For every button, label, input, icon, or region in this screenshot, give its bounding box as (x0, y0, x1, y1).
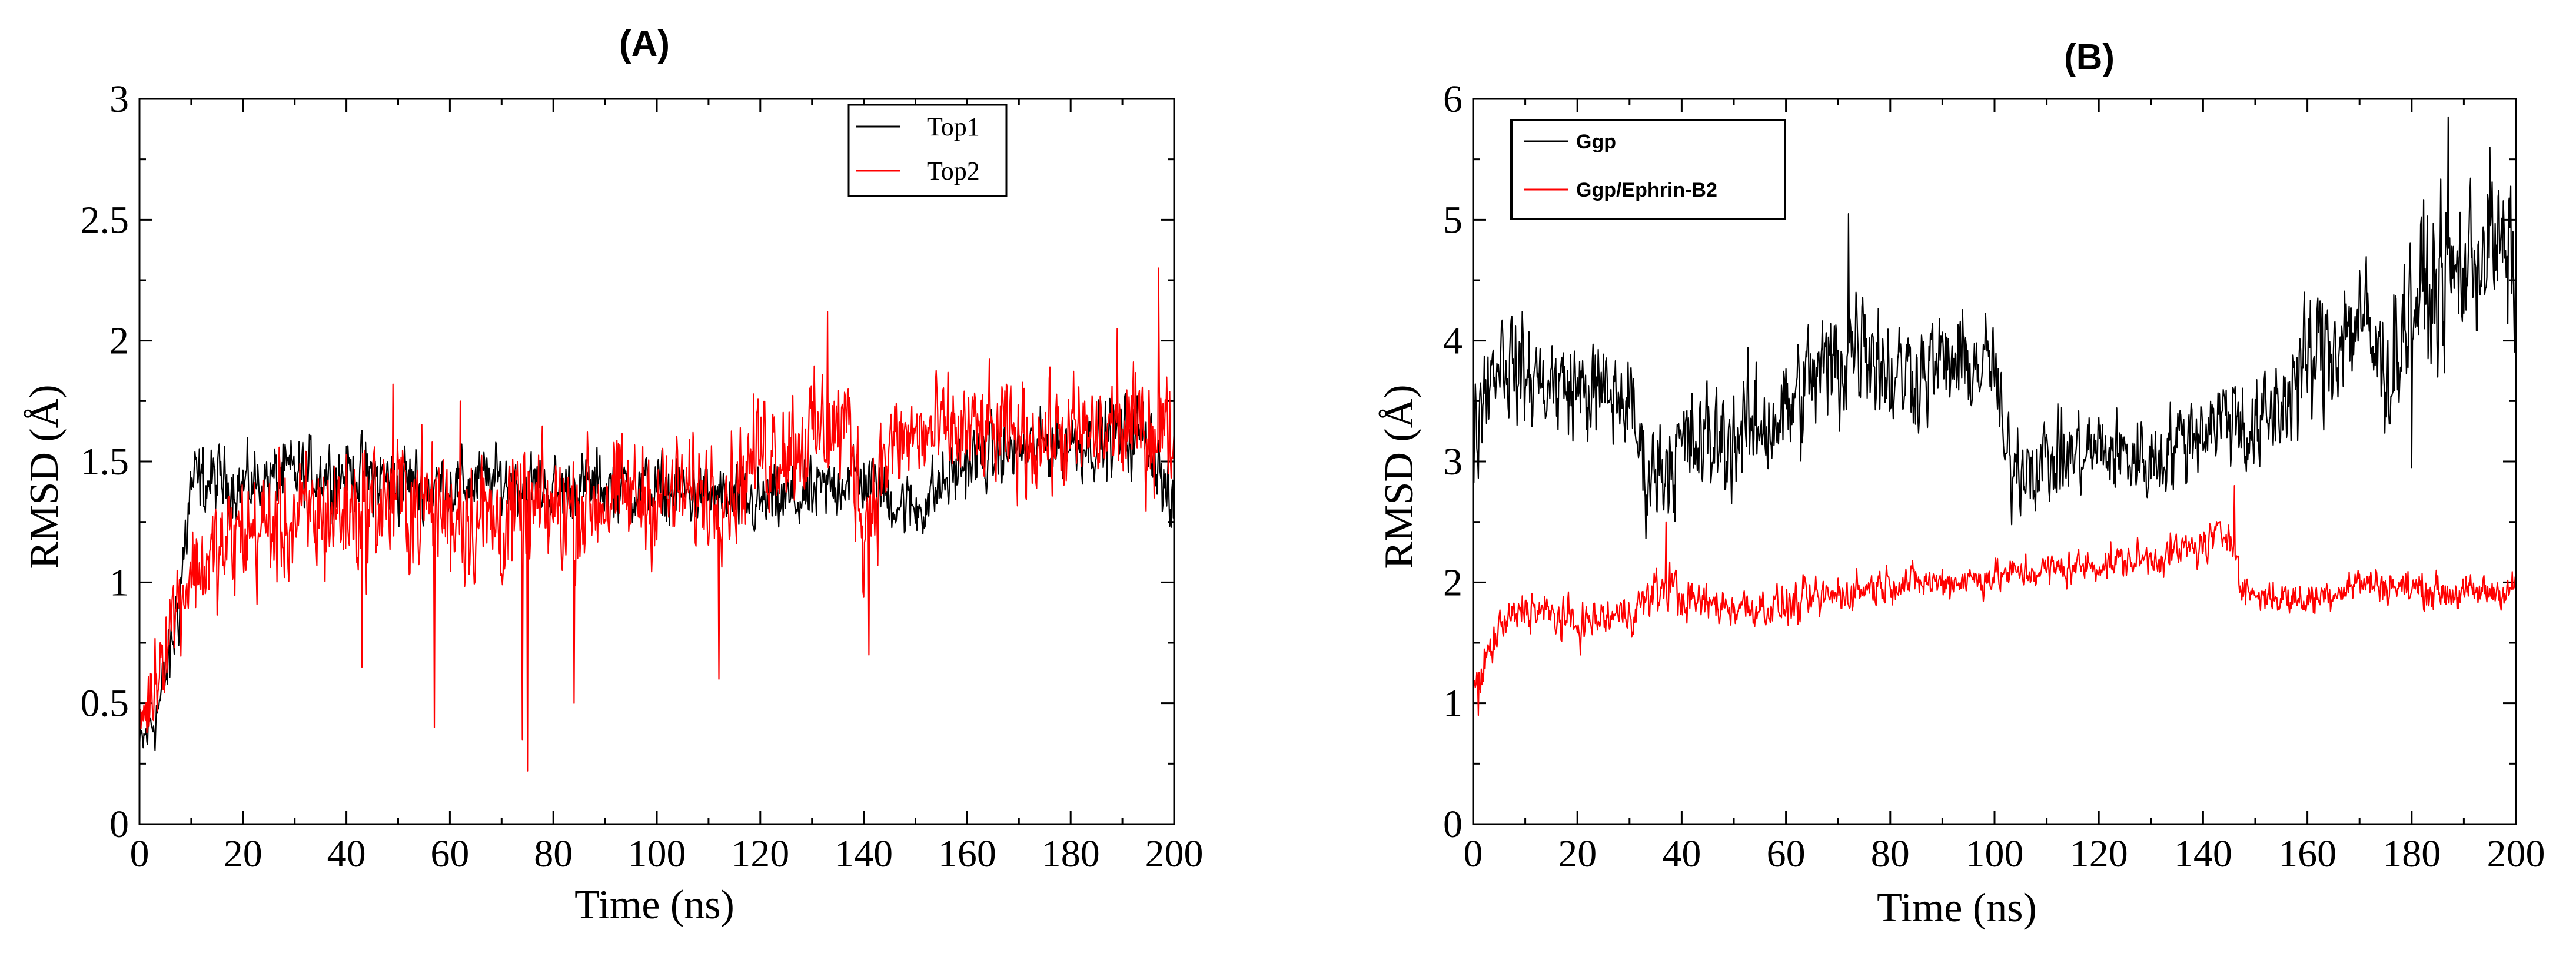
panel-b-series-ggp-ephrin-b2 (1472, 485, 2517, 716)
panel-b-y-tick-label: 5 (1443, 198, 1462, 241)
panel-a-title: (A) (619, 24, 670, 64)
panel-b-x-tick-label: 200 (2487, 832, 2545, 875)
panel-b-y-tick-label: 2 (1443, 561, 1462, 604)
panel-a-x-tick-label: 120 (731, 832, 789, 875)
panel-b-title: (B) (2064, 37, 2115, 78)
panel-a-plot-area (138, 267, 1175, 772)
panel-b-x-axis-label: Time (ns) (1877, 885, 2037, 931)
panel-b-legend-label-ggp: Ggp (1576, 131, 1616, 153)
panel-a-legend-label-top2: Top2 (927, 157, 980, 185)
panel-a-y-tick-label: 0.5 (81, 682, 129, 725)
panel-b-frame (1472, 98, 2517, 825)
panel-b-x-tick-label: 60 (1767, 832, 1806, 875)
panel-a-x-tick-label: 160 (938, 832, 996, 875)
panel-a-series-top1 (138, 393, 1175, 751)
panel-b-y-tick-label: 4 (1443, 320, 1462, 363)
panel-b-x-tick-label: 0 (1464, 832, 1483, 875)
panel-a-y-tick-label: 1.5 (81, 440, 129, 483)
panel-a-x-tick-label: 80 (534, 832, 573, 875)
panel-a-y-axis-label: RMSD (Å) (22, 384, 67, 569)
panel-a-y-tick-label: 3 (109, 78, 129, 121)
panel-b-y-tick-label: 0 (1443, 803, 1462, 846)
panel-b-y-tick-label: 3 (1443, 440, 1462, 483)
panel-b-y-tick-label: 1 (1443, 682, 1462, 725)
panel-b-x-tick-label: 160 (2278, 832, 2336, 875)
panel-b-chart: (B) Time (ns) RMSD (Å) 0 20 40 60 80 100 120 14… (1377, 37, 2545, 931)
panel-b-x-tick-label: 40 (1662, 832, 1701, 875)
panel-a-x-tick-label: 0 (130, 832, 149, 875)
panel-a-y-tick-label: 2 (109, 320, 129, 363)
panel-b-y-axis-label: RMSD (Å) (1377, 384, 1422, 569)
panel-a-x-tick-label: 140 (835, 832, 893, 875)
panel-b-plot-area (1472, 116, 2517, 716)
panel-b-legend-box (1510, 119, 1786, 220)
panel-b-x-tick-label: 100 (1966, 832, 2024, 875)
panel-a-x-axis-label: Time (ns) (574, 882, 734, 928)
panel-a-y-tick-label: 0 (109, 803, 129, 846)
panel-b-x-tick-label: 180 (2382, 832, 2441, 875)
panel-a-x-tick-label: 40 (327, 832, 366, 875)
panel-a-x-tick-label: 20 (224, 832, 262, 875)
panel-a-y-tick-label: 1 (109, 561, 129, 604)
panel-b-legend-label-ggp-ephrin-b2: Ggp/Ephrin-B2 (1576, 179, 1717, 201)
panel-a-series-top2 (138, 267, 1175, 772)
panel-a-chart: (A) Time (ns) RMSD (Å) 0 20 40 60 80 100 120 14… (22, 24, 1204, 928)
panel-a-y-tick-label: 2.5 (81, 198, 129, 241)
panel-a-x-tick-label: 60 (430, 832, 469, 875)
panel-b-x-tick-label: 80 (1871, 832, 1910, 875)
panel-a-x-tick-label: 180 (1042, 832, 1100, 875)
panel-a-x-tick-label: 200 (1145, 832, 1204, 875)
panel-b-x-tick-label: 120 (2070, 832, 2128, 875)
panel-a-legend-label-top1: Top1 (927, 112, 980, 141)
panel-a-x-tick-label: 100 (628, 832, 686, 875)
panel-a-frame (138, 98, 1175, 825)
panel-b-series-ggp (1472, 116, 2517, 540)
panel-a-legend: Top1 Top2 (847, 104, 1008, 197)
panel-b-y-tick-label: 6 (1443, 78, 1462, 121)
panel-b-x-tick-label: 140 (2174, 832, 2232, 875)
panel-b-x-tick-label: 20 (1558, 832, 1597, 875)
panel-b-legend: Ggp Ggp/Ephrin-B2 (1510, 119, 1786, 220)
panel-a-legend-box (847, 104, 1008, 197)
